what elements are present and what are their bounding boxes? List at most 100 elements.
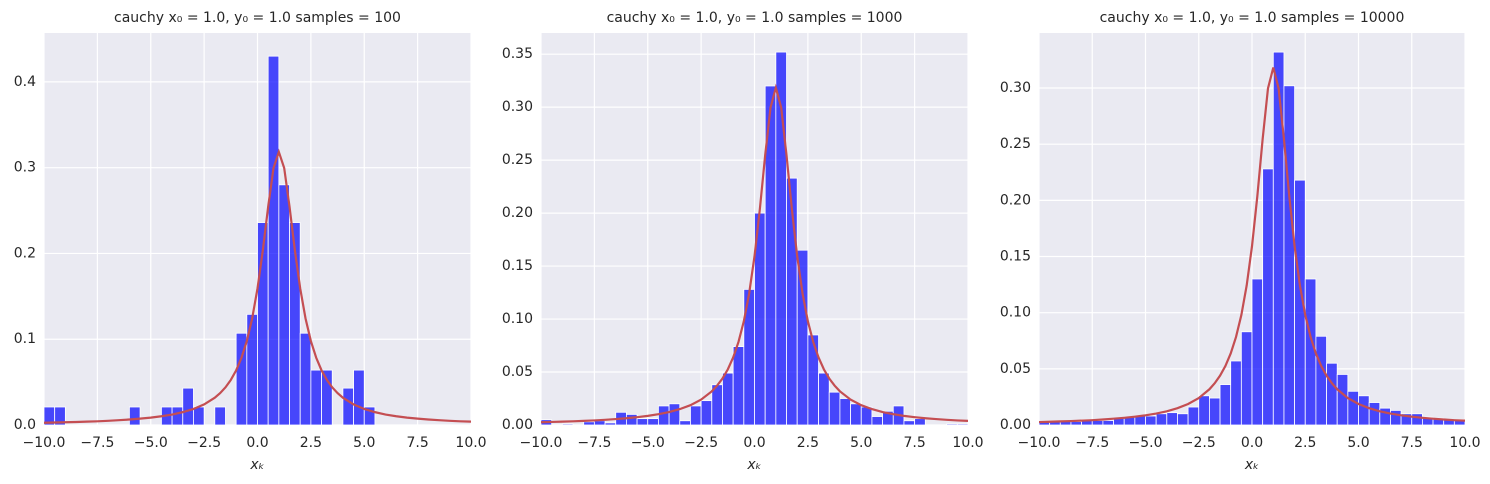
- y-tick-label: 0.3: [14, 160, 36, 176]
- histogram-bar: [1272, 51, 1285, 426]
- histogram-bar: [1166, 412, 1178, 426]
- histogram-bar: [956, 423, 969, 426]
- y-tick-label: 0.10: [502, 311, 533, 327]
- histogram-bar: [1145, 415, 1157, 426]
- histogram-bar: [1390, 409, 1402, 426]
- pdf-curve: [44, 148, 471, 424]
- x-tick-label: 10.0: [455, 435, 486, 451]
- histogram-bar: [626, 414, 638, 426]
- histogram-bar: [1219, 384, 1232, 426]
- x-tick-label: 7.5: [1401, 435, 1423, 451]
- histogram-bar: [946, 423, 958, 426]
- histogram-bar: [807, 334, 819, 426]
- histogram-bar: [668, 403, 681, 426]
- x-tick-label: −10.0: [1018, 435, 1061, 451]
- chart-title: cauchy x₀ = 1.0, y₀ = 1.0 samples = 1000…: [1100, 10, 1405, 26]
- histogram-bar: [128, 406, 141, 426]
- x-tick-label: 10.0: [1449, 435, 1480, 451]
- y-tick-label: 0.35: [502, 46, 533, 62]
- y-tick-label: 0.15: [1000, 249, 1031, 265]
- histogram-bar: [1091, 420, 1104, 426]
- chart-title: cauchy x₀ = 1.0, y₀ = 1.0 samples = 1000: [607, 10, 903, 26]
- histogram-bar: [267, 55, 280, 426]
- y-tick-label: 0.15: [502, 258, 533, 274]
- y-tick-label: 0.20: [1000, 192, 1031, 208]
- x-tick-label: −2.5: [187, 435, 221, 451]
- histogram-bar: [647, 418, 659, 426]
- x-tick-label: 5.0: [850, 435, 872, 451]
- histogram-bar: [1358, 395, 1370, 426]
- x-tick-label: 5.0: [353, 435, 375, 451]
- x-tick-label: 10.0: [952, 435, 983, 451]
- histogram-bar: [1230, 360, 1242, 426]
- histogram-bar: [850, 403, 862, 426]
- histogram-bar: [658, 405, 670, 426]
- histogram-bar: [1251, 278, 1264, 426]
- y-tick-label: 0.25: [1000, 136, 1031, 152]
- histogram-bar: [1347, 390, 1359, 426]
- histogram-bar: [1336, 374, 1349, 426]
- x-tick-label: 0.0: [743, 435, 765, 451]
- histogram-bar: [1155, 413, 1168, 426]
- x-tick-label: 2.5: [1294, 435, 1316, 451]
- y-tick-label: 0.0: [14, 417, 36, 433]
- y-tick-label: 0.20: [502, 205, 533, 221]
- x-tick-label: −7.5: [577, 435, 611, 451]
- x-tick-label: −2.5: [684, 435, 718, 451]
- y-tick-label: 0.00: [1000, 417, 1031, 433]
- histogram-bar: [193, 406, 205, 426]
- pdf-curve: [541, 83, 968, 424]
- x-tick-label: −10.0: [23, 435, 66, 451]
- histogram-bar: [839, 398, 851, 426]
- histogram-bar: [1411, 413, 1423, 426]
- x-axis-label: xₖ: [1244, 457, 1259, 473]
- x-tick-label: −5.0: [134, 435, 168, 451]
- histogram-bar: [278, 184, 290, 426]
- x-tick-label: 2.5: [797, 435, 819, 451]
- histogram-bar: [342, 387, 354, 426]
- histogram-bar: [1283, 85, 1295, 426]
- histogram-bar: [1209, 397, 1221, 426]
- histogram-bar: [914, 418, 926, 426]
- histogram-bar: [1240, 331, 1253, 426]
- x-tick-label: −7.5: [80, 435, 114, 451]
- histogram-bar: [871, 416, 883, 426]
- chart-title: cauchy x₀ = 1.0, y₀ = 1.0 samples = 100: [114, 10, 401, 26]
- histogram-bar: [583, 421, 595, 426]
- histogram-bar: [182, 387, 194, 426]
- x-tick-label: 7.5: [903, 435, 925, 451]
- histogram-bar: [679, 420, 691, 426]
- histogram-bar: [818, 372, 830, 426]
- histogram-bar: [363, 406, 376, 426]
- histogram-bar: [700, 400, 713, 426]
- histogram-bar: [604, 422, 617, 426]
- histogram-bar: [289, 222, 301, 426]
- histogram-bar: [903, 420, 916, 426]
- y-tick-label: 0.2: [14, 245, 36, 261]
- histogram-bar: [561, 423, 574, 426]
- y-tick-label: 0.1: [14, 331, 36, 347]
- x-tick-label: −7.5: [1075, 435, 1109, 451]
- y-tick-label: 0.25: [502, 152, 533, 168]
- x-tick-label: −5.0: [1129, 435, 1163, 451]
- y-tick-label: 0.05: [502, 364, 533, 380]
- x-tick-label: −10.0: [520, 435, 563, 451]
- x-tick-label: −5.0: [631, 435, 665, 451]
- pdf-curve: [1039, 67, 1465, 424]
- x-tick-label: 0.0: [246, 435, 268, 451]
- histogram-bar: [1102, 420, 1114, 426]
- y-tick-label: 0.30: [1000, 80, 1031, 96]
- x-tick-label: 2.5: [300, 435, 322, 451]
- y-tick-label: 0.30: [502, 99, 533, 115]
- x-tick-label: −2.5: [1182, 435, 1216, 451]
- y-tick-label: 0.4: [14, 74, 36, 90]
- histogram-bar: [321, 369, 333, 426]
- histogram-bar: [1070, 421, 1082, 426]
- y-tick-label: 0.00: [502, 417, 533, 433]
- histogram-bar: [1177, 413, 1189, 426]
- histogram-bar: [796, 249, 809, 426]
- y-tick-label: 0.10: [1000, 305, 1031, 321]
- histogram-bar: [732, 346, 745, 426]
- histogram-bar: [310, 369, 322, 426]
